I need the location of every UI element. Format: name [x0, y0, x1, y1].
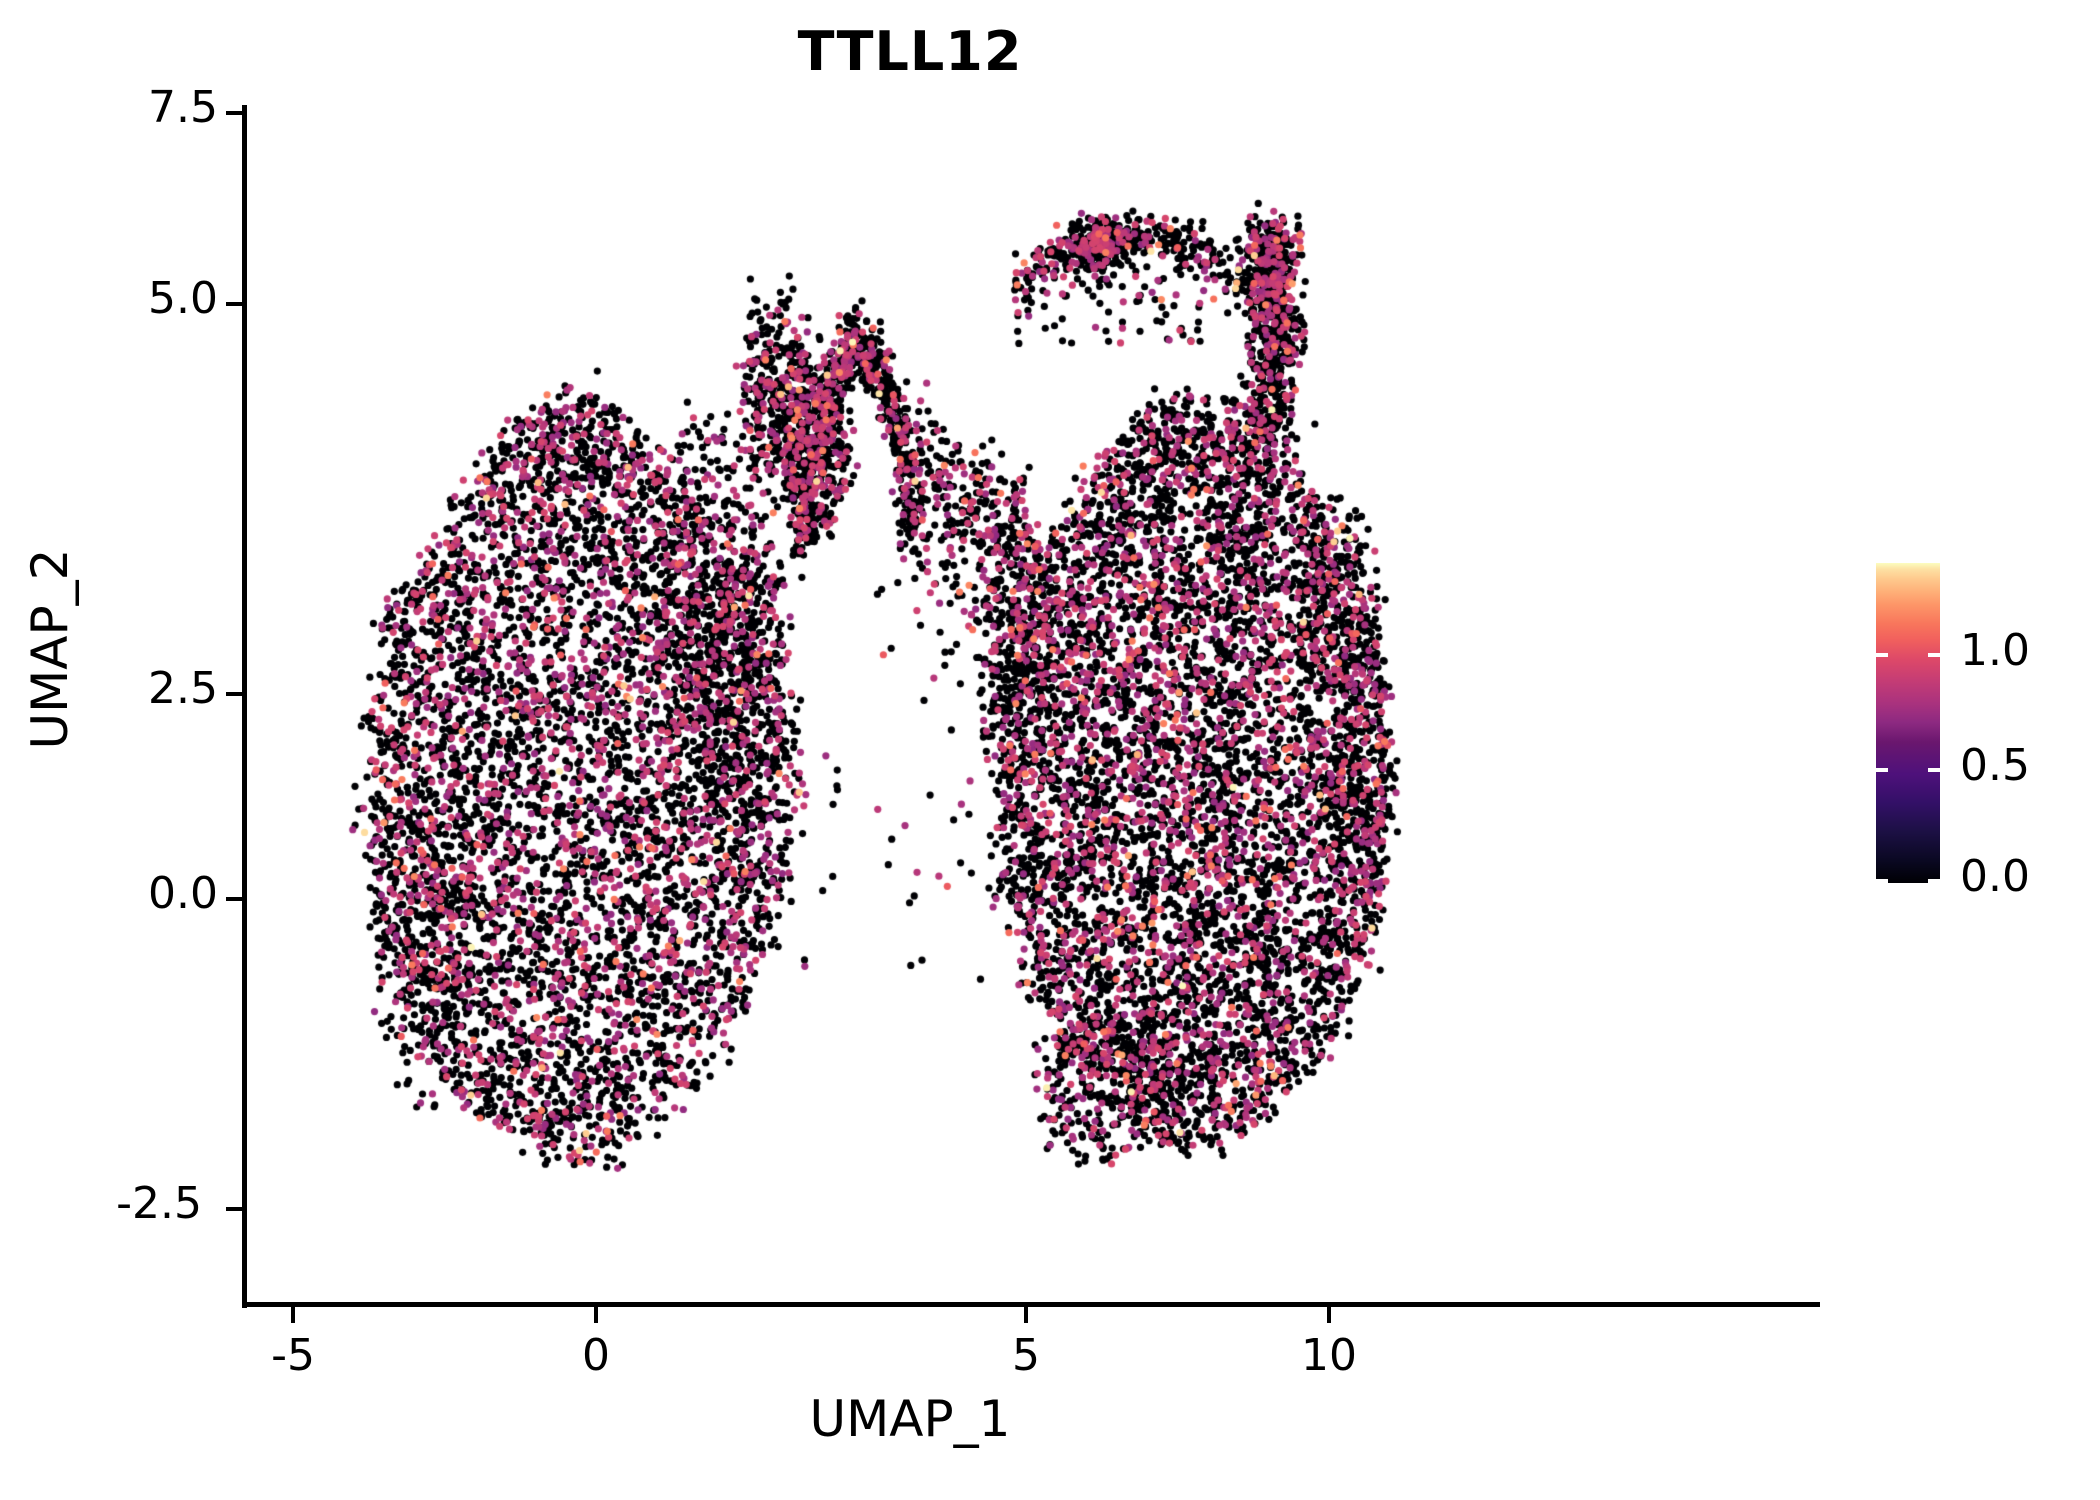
y-axis-title: UMAP_2 [21, 548, 79, 750]
y-tick-mark-5.0 [226, 302, 242, 306]
colorbar-label-1.0: 1.0 [1960, 625, 2030, 676]
x-tick-mark-5 [1024, 1307, 1028, 1323]
x-axis-title: UMAP_1 [809, 1390, 1011, 1448]
y-tick-label-2.5: 2.5 [148, 663, 218, 714]
x-tick-label-5: 5 [1012, 1330, 1040, 1381]
scatter-plot-area [245, 100, 1820, 1305]
x-tick-mark--5 [291, 1307, 295, 1323]
x-tick-mark-0 [594, 1307, 598, 1323]
colorbar-label-0.5: 0.5 [1960, 740, 2030, 791]
x-tick-label-10: 10 [1301, 1330, 1357, 1381]
x-axis-spine [242, 1302, 1820, 1307]
colorbar-label-0.0: 0.0 [1960, 851, 2030, 902]
chart-title: TTLL12 [797, 20, 1023, 83]
x-tick-label-0: 0 [582, 1330, 610, 1381]
colorbar: 1.0 0.5 0.0 [1876, 563, 2076, 902]
y-tick-mark-2.5 [226, 692, 242, 696]
y-tick-label--2.5: -2.5 [116, 1178, 202, 1229]
colorbar-gradient [1876, 563, 1940, 883]
x-tick-label--5: -5 [271, 1330, 315, 1381]
x-tick-mark-10 [1327, 1307, 1331, 1323]
y-tick-mark--2.5 [226, 1207, 242, 1211]
y-tick-label-0.0: 0.0 [148, 868, 218, 919]
y-tick-mark-0.0 [226, 897, 242, 901]
y-axis-spine [242, 105, 247, 1308]
y-tick-mark-7.5 [226, 111, 242, 115]
y-tick-label-7.5: 7.5 [148, 82, 218, 133]
colorbar-tick-1.0 [1876, 653, 1940, 657]
colorbar-tick-0.5 [1876, 768, 1940, 772]
y-tick-label-5.0: 5.0 [148, 273, 218, 324]
colorbar-tick-0.0 [1876, 879, 1940, 883]
scatter-canvas [245, 100, 1820, 1305]
